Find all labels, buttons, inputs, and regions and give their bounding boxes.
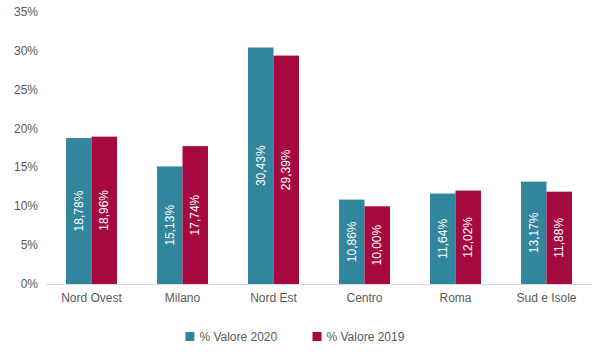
tick-mark — [45, 89, 46, 90]
bar — [92, 137, 117, 284]
bar — [248, 48, 273, 284]
data-label: 13,17% — [527, 212, 541, 253]
data-label: 12,02% — [461, 217, 475, 258]
chart-container: 0% 5% 10% 15% 20% 25% 30% 35% 18,78% 15,13% 30,43%… — [0, 0, 600, 360]
y-tick-label: 25% — [14, 83, 38, 97]
bar — [521, 182, 546, 284]
y-axis: 0% 5% 10% 15% 20% 25% 30% 35% — [14, 5, 46, 291]
bar — [274, 56, 299, 284]
x-axis: Nord Ovest Milano Nord Est Centro Roma Sud e … — [46, 285, 592, 306]
data-label: 30,43% — [254, 145, 268, 186]
y-tick-label: 5% — [21, 238, 39, 252]
y-tick-label: 20% — [14, 122, 38, 136]
data-label: 10,86% — [345, 221, 359, 262]
legend-swatch — [313, 332, 322, 341]
legend-label: % Valore 2020 — [199, 330, 277, 344]
x-tick-label: Roma — [439, 291, 471, 305]
tick-mark — [45, 245, 46, 246]
bar — [547, 192, 572, 284]
data-label: 17,74% — [188, 194, 202, 235]
data-label: 11,88% — [552, 218, 566, 258]
bar — [430, 194, 455, 284]
x-tick-label: Nord Ovest — [61, 291, 122, 305]
y-tick-label: 35% — [14, 5, 38, 19]
tick-mark — [45, 50, 46, 51]
bar — [183, 146, 208, 284]
data-labels: 18,78% 15,13% 30,43% 10,86% 11,64% 13,17% 18,9… — [72, 145, 566, 265]
legend-swatch — [185, 332, 194, 341]
x-axis-line — [46, 284, 592, 285]
y-tick-label: 15% — [14, 160, 38, 174]
data-label: 29,39% — [279, 149, 293, 190]
chart: 0% 5% 10% 15% 20% 25% 30% 35% 18,78% 15,13% 30,43%… — [0, 0, 600, 360]
x-tick-label: Sud e Isole — [516, 291, 576, 305]
tick-mark — [45, 128, 46, 129]
data-label: 18,78% — [72, 190, 86, 231]
bar — [365, 206, 390, 284]
y-tick-label: 10% — [14, 199, 38, 213]
y-tick-label: 30% — [14, 44, 38, 58]
tick-mark — [45, 167, 46, 168]
tick-mark — [45, 284, 46, 285]
data-label: 10,00% — [370, 224, 384, 265]
bar — [339, 200, 364, 284]
legend: % Valore 2020 % Valore 2019 — [185, 330, 404, 344]
bar — [157, 166, 182, 284]
x-tick-label: Milano — [165, 291, 201, 305]
y-tick-label: 0% — [21, 277, 39, 291]
data-label: 11,64% — [436, 219, 450, 259]
bars — [66, 48, 572, 284]
bar — [456, 191, 481, 284]
bar — [66, 138, 91, 284]
legend-label: % Valore 2019 — [327, 330, 405, 344]
tick-mark — [45, 12, 46, 13]
x-tick-label: Centro — [346, 291, 382, 305]
x-tick-label: Nord Est — [250, 291, 297, 305]
data-label: 15,13% — [163, 205, 177, 246]
tick-mark — [45, 206, 46, 207]
data-label: 18,96% — [97, 190, 111, 231]
